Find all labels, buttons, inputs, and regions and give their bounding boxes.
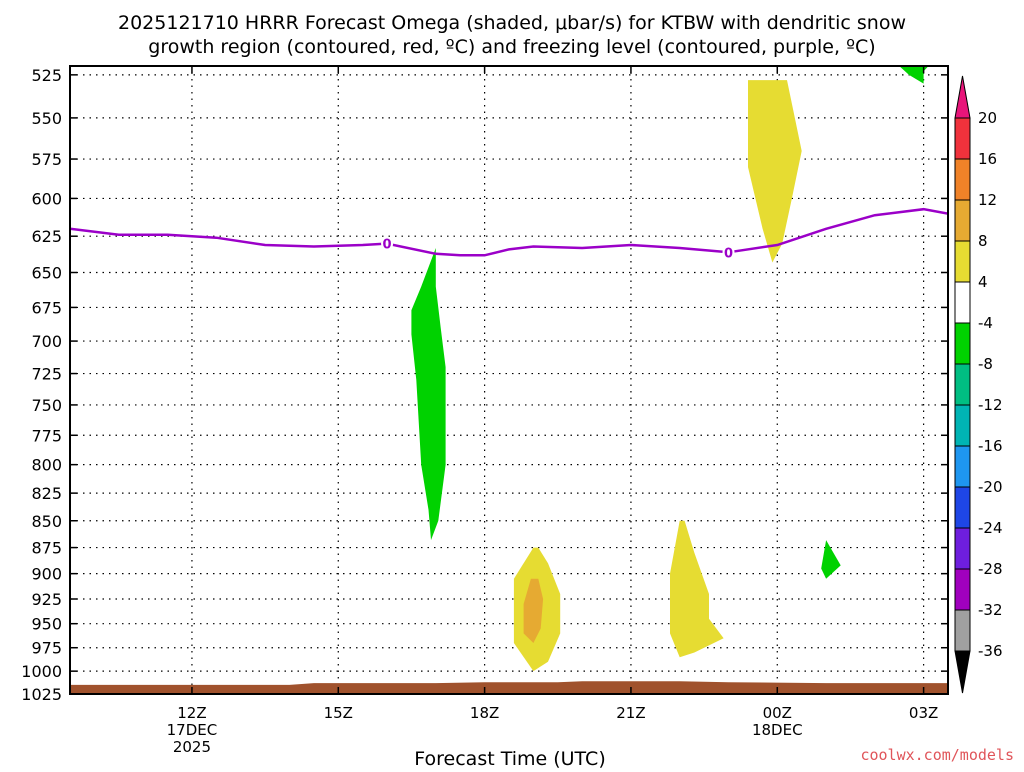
x-tick-date: 18DEC: [752, 721, 803, 739]
x-axis-label: Forecast Time (UTC): [414, 748, 605, 768]
colorbar-level-label: -28: [978, 560, 1003, 578]
y-tick-label: 675: [31, 298, 62, 317]
x-tick-year: 2025: [173, 738, 211, 756]
omega-region: [899, 66, 929, 84]
omega-region: [821, 540, 841, 579]
y-tick-label: 525: [31, 66, 62, 85]
colorbar-level-label: -32: [978, 601, 1003, 619]
colorbar-segment: [954, 486, 971, 529]
colorbar-segment: [954, 322, 971, 365]
y-tick-label: 625: [31, 227, 62, 246]
colorbar-level-label: -12: [978, 396, 1003, 414]
colorbar-level-label: 16: [978, 150, 997, 168]
omega-region: [748, 80, 802, 263]
y-tick-label: 725: [31, 365, 62, 384]
plot-background: [70, 66, 948, 694]
colorbar-bottom-arrow: [954, 650, 971, 694]
y-tick-label: 550: [31, 109, 62, 128]
contour-label: 0: [724, 246, 733, 261]
omega-region: [411, 248, 446, 541]
y-tick-label: 925: [31, 590, 62, 609]
colorbar-segment: [954, 117, 971, 160]
contour-label-bg: [381, 236, 394, 251]
x-tick-label: 21Z: [616, 704, 645, 722]
contour-label-bg: [722, 245, 735, 260]
y-tick-label: 1000: [21, 662, 62, 681]
y-tick-label: 700: [31, 332, 62, 351]
colorbar-level-label: -36: [978, 642, 1003, 660]
x-tick-label: 12Z: [177, 704, 206, 722]
plot-frame: [69, 65, 949, 695]
terrain-surface: [70, 681, 948, 694]
colorbar-level-label: -20: [978, 478, 1003, 496]
x-tick-label: 18Z: [470, 704, 499, 722]
y-tick-label: 875: [31, 539, 62, 558]
x-tick-label: 15Z: [324, 704, 353, 722]
colorbar-top-arrow: [954, 75, 971, 119]
colorbar-level-label: 20: [978, 109, 997, 127]
colorbar-level-label: -24: [978, 519, 1003, 537]
chart-title-line-2: growth region (contoured, red, ºC) and f…: [148, 36, 875, 58]
colorbar-level-label: 8: [978, 232, 988, 250]
plot-area: [70, 66, 948, 694]
x-tick-label: 03Z: [909, 704, 938, 722]
colorbar-level-label: -8: [978, 355, 993, 373]
y-tick-label: 900: [31, 565, 62, 584]
freezing-level-line: [70, 207, 948, 257]
y-tick-label: 975: [31, 639, 62, 658]
colorbar: 20 16 12 8 4 -4 -8 -12 -16 -20 -24 -28 -32 -36: [954, 75, 1003, 694]
colorbar-segment: [954, 158, 971, 201]
colorbar-segment: [954, 568, 971, 611]
colorbar-segment: [954, 609, 971, 652]
omega-region: [670, 520, 724, 658]
freezing-level-contour: 00: [70, 207, 948, 261]
y-tick-label: 575: [31, 150, 62, 169]
colorbar-level-label: 4: [978, 273, 988, 291]
y-tick-label: 825: [31, 484, 62, 503]
y-tick-label: 950: [31, 615, 62, 634]
colorbar-segment: [954, 363, 971, 406]
omega-region: [523, 578, 544, 643]
contour-label: 0: [383, 238, 392, 253]
colorbar-level-label: -4: [978, 314, 993, 332]
colorbar-level-label: 12: [978, 191, 997, 209]
y-tick-label: 850: [31, 512, 62, 531]
x-tick-label: 00Z: [763, 704, 792, 722]
colorbar-segment: [954, 199, 971, 242]
surface-fill: [70, 681, 948, 694]
y-tick-label: 775: [31, 426, 62, 445]
axes: 525 550 575 600 625 650 675 700 725 750 775 800 825 8…: [21, 65, 949, 756]
y-tick-label: 750: [31, 396, 62, 415]
colorbar-level-label: -16: [978, 437, 1003, 455]
colorbar-segment: [954, 240, 971, 283]
colorbar-segment: [954, 527, 971, 570]
colorbar-segment: [954, 404, 971, 447]
y-tick-label: 1025: [21, 685, 62, 704]
chart-title-line-1: 2025121710 HRRR Forecast Omega (shaded, …: [118, 12, 906, 34]
colorbar-segment: [954, 445, 971, 488]
y-tick-label: 600: [31, 189, 62, 208]
colorbar-segment: [954, 281, 971, 324]
credit-text: coolwx.com/models: [860, 746, 1014, 764]
omega-shading: [411, 66, 929, 672]
y-tick-label: 800: [31, 456, 62, 475]
x-tick-date: 17DEC: [167, 721, 218, 739]
y-tick-label: 650: [31, 263, 62, 282]
